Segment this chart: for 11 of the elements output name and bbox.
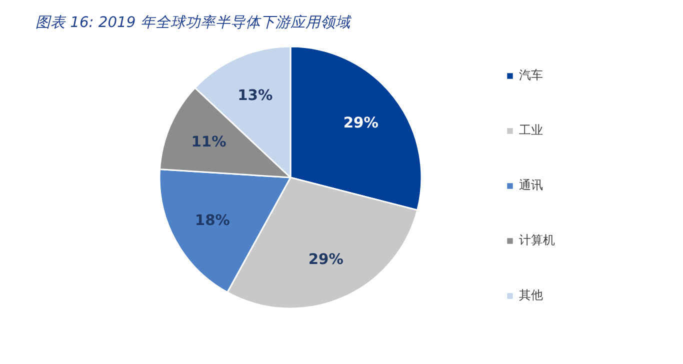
data-label: 11%	[191, 134, 227, 151]
chart-title: 图表 16: 2019 年全球功率半导体下游应用领域	[36, 14, 352, 31]
legend-label: 通讯	[519, 177, 543, 194]
legend-label: 汽车	[519, 67, 543, 84]
legend-label: 工业	[519, 122, 543, 139]
data-label: 13%	[238, 87, 273, 104]
data-label: 29%	[343, 114, 379, 132]
data-label: 18%	[194, 212, 230, 229]
legend-label: 其他	[519, 287, 543, 304]
data-label: 29%	[308, 250, 344, 268]
legend-label: 计算机	[519, 232, 555, 249]
